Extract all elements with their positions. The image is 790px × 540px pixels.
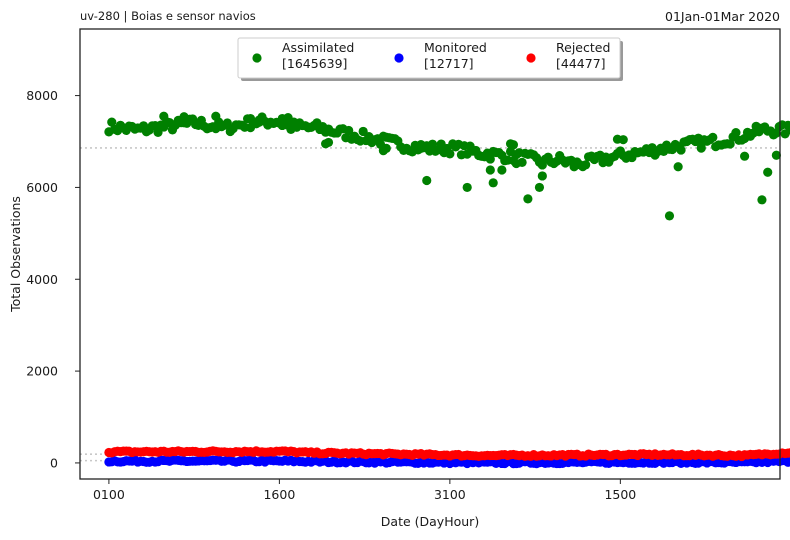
y-tick-label-0: 0 xyxy=(50,455,58,470)
point-assimilated xyxy=(485,165,495,175)
x-tick-label-3: 1500 xyxy=(604,487,636,502)
point-assimilated xyxy=(763,167,773,177)
point-assimilated xyxy=(303,123,313,133)
point-assimilated xyxy=(664,211,675,221)
point-assimilated xyxy=(283,113,293,123)
point-assimilated xyxy=(786,125,790,135)
point-assimilated xyxy=(618,135,628,145)
point-assimilated xyxy=(159,111,169,121)
point-assimilated xyxy=(107,117,117,127)
point-assimilated xyxy=(627,150,637,160)
legend-marker-rejected xyxy=(526,53,536,63)
legend-count-rejected: [44477] xyxy=(556,56,606,71)
chart-subtitle-left: uv-280 | Boias e sensor navios xyxy=(80,9,256,23)
legend-marker-monitored xyxy=(394,53,404,63)
point-assimilated xyxy=(581,160,591,170)
point-assimilated xyxy=(254,117,264,127)
point-assimilated xyxy=(673,162,683,172)
x-tick-label-2: 3100 xyxy=(434,487,466,502)
point-assimilated xyxy=(422,175,432,186)
legend-label-monitored: Monitored xyxy=(424,40,487,55)
chart-subtitle-right: 01Jan-01Mar 2020 xyxy=(665,9,780,24)
point-assimilated xyxy=(222,118,232,128)
data-series-layer xyxy=(104,111,790,469)
point-assimilated xyxy=(508,140,519,150)
plot-frame xyxy=(79,28,781,480)
y-axis-label: Total Observations xyxy=(8,196,23,313)
point-assimilated xyxy=(462,182,472,193)
point-rejected xyxy=(786,448,790,458)
y-tick-label-1: 2000 xyxy=(26,364,58,379)
y-tick-label-4: 8000 xyxy=(26,88,58,103)
point-assimilated xyxy=(427,139,438,149)
point-assimilated xyxy=(511,158,521,169)
x-tick-label-1: 1600 xyxy=(263,487,295,502)
y-tick-label-2: 4000 xyxy=(26,272,58,287)
axis-ticks: 0100 1600 3100 1500 0 2000 4000 6000 8000 xyxy=(26,88,636,502)
series-rejected xyxy=(104,446,790,462)
point-assimilated xyxy=(344,125,354,136)
x-axis-label: Date (DayHour) xyxy=(381,514,479,529)
point-assimilated xyxy=(485,154,495,164)
point-assimilated xyxy=(497,165,507,175)
point-assimilated xyxy=(771,150,781,160)
point-assimilated xyxy=(179,112,189,122)
y-tick-label-3: 6000 xyxy=(26,180,58,195)
point-assimilated xyxy=(696,139,706,149)
legend-label-assimilated: Assimilated xyxy=(282,40,354,55)
point-assimilated xyxy=(474,150,484,160)
point-assimilated xyxy=(211,111,221,121)
legend-box xyxy=(237,37,621,79)
point-assimilated xyxy=(381,143,391,153)
point-assimilated xyxy=(488,178,498,188)
series-monitored xyxy=(104,455,790,469)
point-assimilated xyxy=(537,171,547,181)
point-assimilated xyxy=(725,139,735,149)
mean-reference-lines xyxy=(80,147,780,462)
legend-marker-assimilated xyxy=(252,53,262,63)
point-assimilated xyxy=(416,143,426,153)
point-assimilated xyxy=(682,136,692,147)
point-assimilated xyxy=(708,132,718,142)
point-monitored xyxy=(786,457,790,467)
x-tick-label-0: 0100 xyxy=(93,487,125,502)
series-assimilated xyxy=(104,111,790,221)
legend-label-rejected: Rejected xyxy=(556,40,610,55)
legend-count-monitored: [12717] xyxy=(424,56,474,71)
point-assimilated xyxy=(676,145,686,155)
point-assimilated xyxy=(323,137,334,148)
point-assimilated xyxy=(523,194,533,204)
legend: Assimilated[1645639] Monitored[12717] Reje… xyxy=(237,37,623,81)
point-assimilated xyxy=(572,159,582,170)
point-assimilated xyxy=(757,195,767,205)
point-assimilated xyxy=(731,127,741,138)
point-assimilated xyxy=(445,149,455,159)
point-assimilated xyxy=(740,151,750,161)
point-assimilated xyxy=(534,182,545,193)
point-assimilated xyxy=(245,113,256,124)
legend-count-assimilated: [1645639] xyxy=(282,56,347,71)
